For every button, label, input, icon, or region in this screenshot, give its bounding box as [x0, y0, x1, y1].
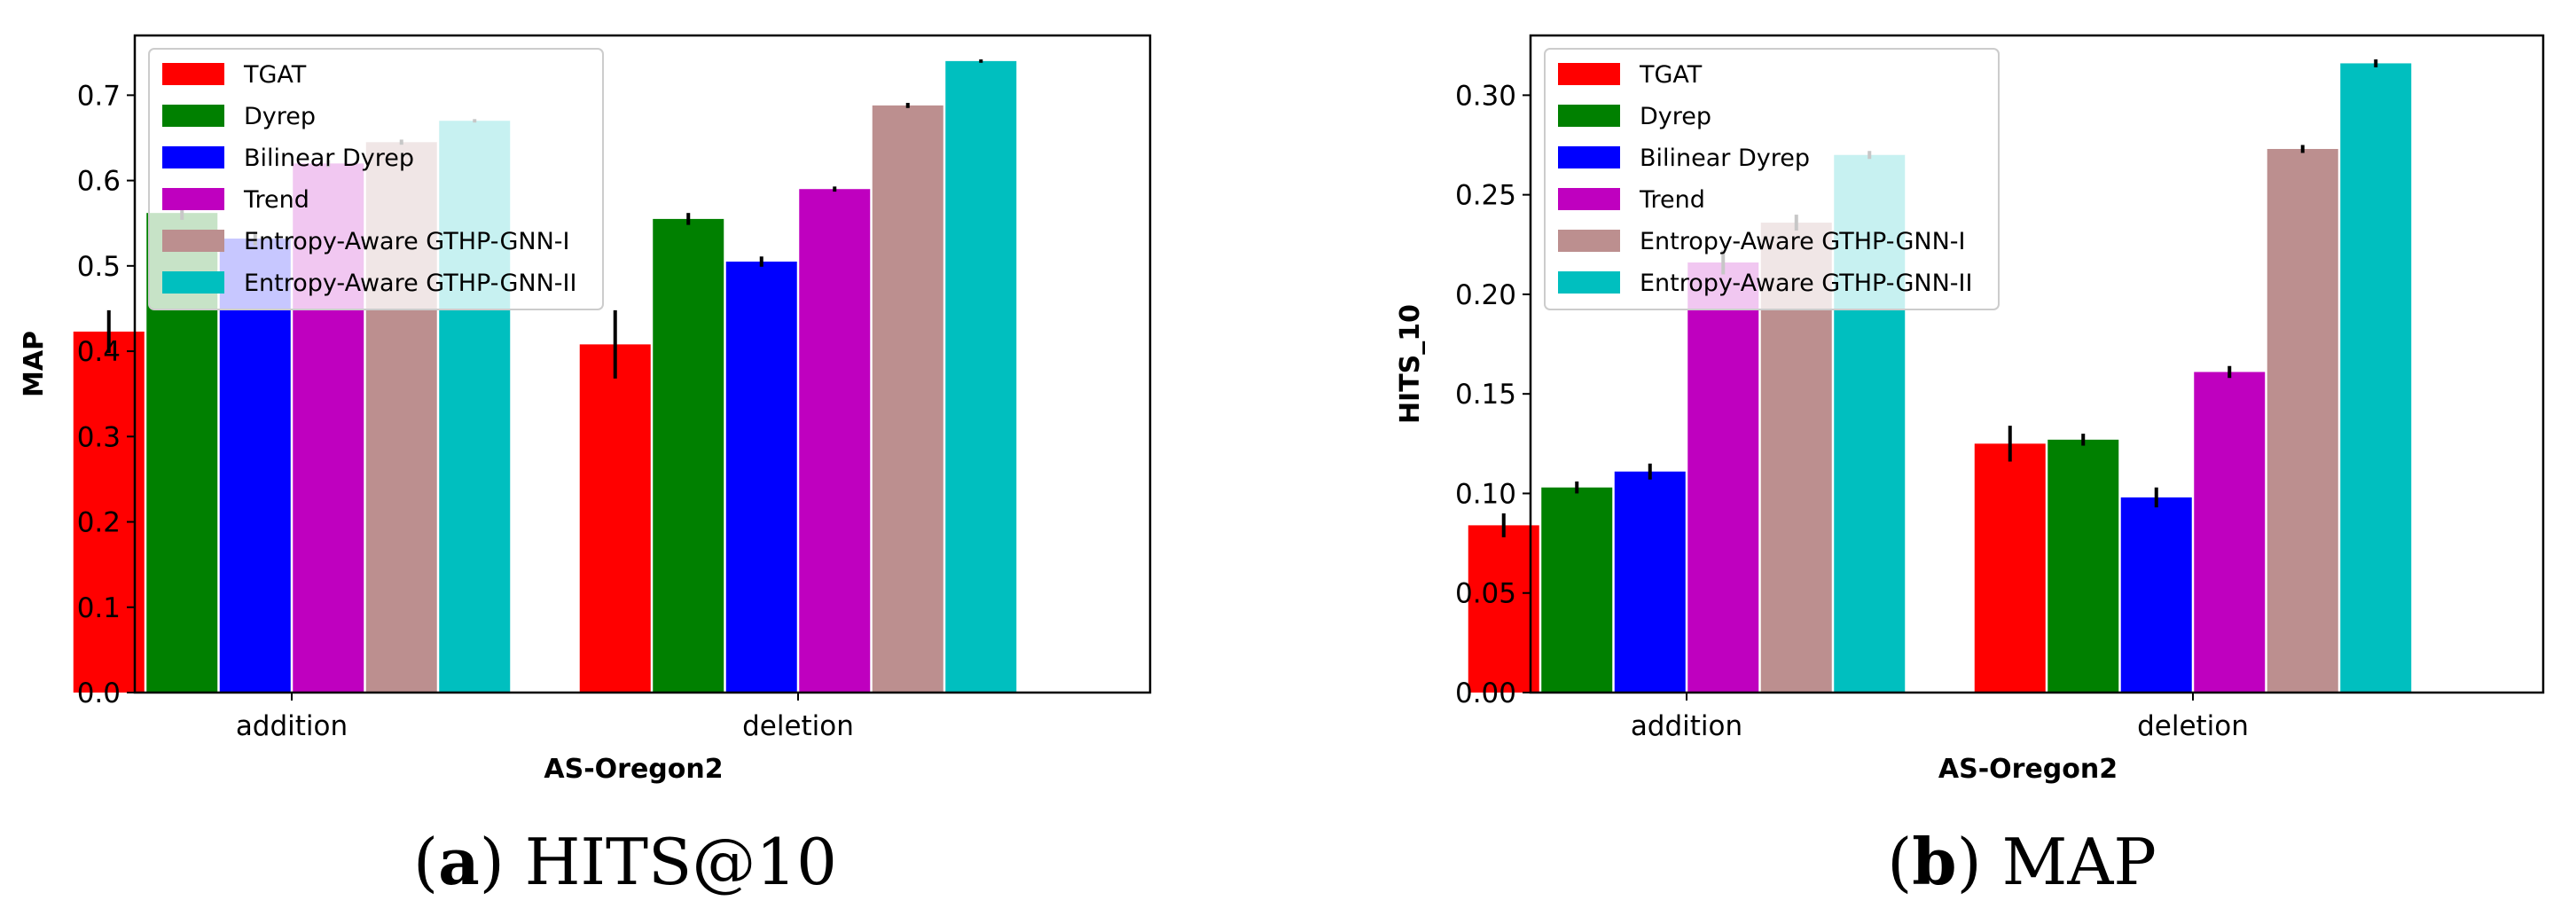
bar-bilinear-dyrep-addition	[1614, 471, 1686, 693]
bar-tgat-deletion	[579, 344, 651, 693]
legend-label: Entropy-Aware GTHP-GNN-II	[1640, 270, 1972, 297]
panel-caption: (a) HITS@10	[413, 824, 837, 899]
y-tick-label: 0.5	[77, 251, 121, 283]
legend-swatch	[162, 105, 224, 127]
bar-entropy-aware-gthp-gnn-ii-deletion	[945, 60, 1017, 693]
bar-entropy-aware-gthp-gnn-i-deletion	[2267, 148, 2338, 693]
bar-dyrep-deletion	[2047, 439, 2119, 693]
x-tick-label: addition	[1631, 710, 1742, 742]
x-tick-label: addition	[236, 710, 348, 742]
y-tick-label: 0.7	[77, 80, 121, 112]
bar-entropy-aware-gthp-gnn-ii-deletion	[2340, 63, 2412, 693]
panel-b: 0.00 0.05 0.10 0.15 0.20 0.25 0.30 addition dele…	[1395, 34, 2545, 899]
y-tick-label: 0.00	[1455, 677, 1516, 709]
caption-part: ) MAP	[1957, 825, 2157, 899]
bar-dyrep-addition	[1541, 487, 1613, 693]
caption-part: a	[438, 824, 480, 899]
legend-swatch	[162, 63, 224, 85]
bar-bilinear-dyrep-deletion	[2120, 497, 2192, 693]
legend-label: Bilinear Dyrep	[244, 145, 414, 172]
legend-label: Entropy-Aware GTHP-GNN-I	[244, 228, 569, 255]
legend-swatch	[1558, 63, 1620, 85]
y-tick-label: 0.25	[1455, 180, 1516, 212]
legend-swatch	[162, 188, 224, 210]
y-tick-label: 0.4	[77, 336, 121, 368]
y-tick-label: 0.3	[77, 421, 121, 453]
bar-trend-deletion	[799, 189, 871, 693]
legend-swatch	[1558, 105, 1620, 127]
caption-part: (	[1887, 825, 1912, 899]
legend-swatch	[162, 146, 224, 168]
y-tick-label: 0.15	[1455, 379, 1516, 411]
caption-part: b	[1912, 824, 1956, 899]
legend-label: Dyrep	[244, 103, 316, 130]
x-axis-title: AS-Oregon2	[544, 754, 723, 785]
legend-swatch	[1558, 230, 1620, 252]
bar-bilinear-dyrep-deletion	[725, 262, 797, 693]
y-tick-label: 0.20	[1455, 279, 1516, 311]
legend-label: Entropy-Aware GTHP-GNN-I	[1640, 228, 1965, 255]
y-axis-title: MAP	[19, 331, 50, 397]
legend-label: Trend	[1639, 186, 1705, 214]
y-axis-title: HITS_10	[1395, 304, 1426, 424]
x-tick-label: deletion	[742, 710, 854, 742]
legend-label: Trend	[243, 186, 309, 214]
bar-tgat-deletion	[1974, 443, 2046, 693]
caption-part: ) HITS@10	[480, 825, 837, 899]
legend-swatch	[1558, 188, 1620, 210]
bar-bilinear-dyrep-addition	[219, 239, 291, 693]
y-tick-label: 0.2	[77, 507, 121, 539]
y-tick-label: 0.6	[77, 166, 121, 198]
legend-label: Dyrep	[1640, 103, 1711, 130]
bar-dyrep-deletion	[653, 218, 724, 693]
bar-trend-deletion	[2194, 372, 2266, 693]
legend-swatch	[1558, 271, 1620, 294]
y-tick-label: 0.05	[1455, 578, 1516, 610]
bar-entropy-aware-gthp-gnn-i-deletion	[872, 105, 943, 693]
bar-tgat-addition	[1468, 525, 1539, 693]
y-tick-label: 0.1	[77, 592, 121, 624]
legend-box	[148, 48, 604, 310]
y-tick-label: 0.30	[1455, 80, 1516, 112]
legend-swatch	[1558, 146, 1620, 168]
plot-frame	[1529, 34, 2545, 694]
legend-swatch	[162, 271, 224, 294]
panel-a: 0.0 0.1 0.2 0.3 0.4 0.5 0.6 0.7 addition deletion…	[19, 34, 1152, 899]
y-tick-label: 0.10	[1455, 478, 1516, 510]
legend-label: TGAT	[1639, 61, 1703, 89]
plot-frame	[133, 34, 1152, 694]
bar-tgat-addition	[73, 331, 145, 693]
x-tick-label: deletion	[2137, 710, 2249, 742]
legend-label: Entropy-Aware GTHP-GNN-II	[244, 270, 576, 297]
caption-part: (	[413, 825, 438, 899]
bar-trend-addition	[1687, 262, 1759, 693]
x-axis-title: AS-Oregon2	[1938, 754, 2118, 785]
legend-swatch	[162, 230, 224, 252]
legend-label: TGAT	[243, 61, 307, 89]
y-tick-label: 0.0	[77, 677, 121, 709]
legend-box	[1544, 48, 2000, 310]
panel-caption: (b) MAP	[1887, 824, 2157, 899]
legend-label: Bilinear Dyrep	[1640, 145, 1810, 172]
